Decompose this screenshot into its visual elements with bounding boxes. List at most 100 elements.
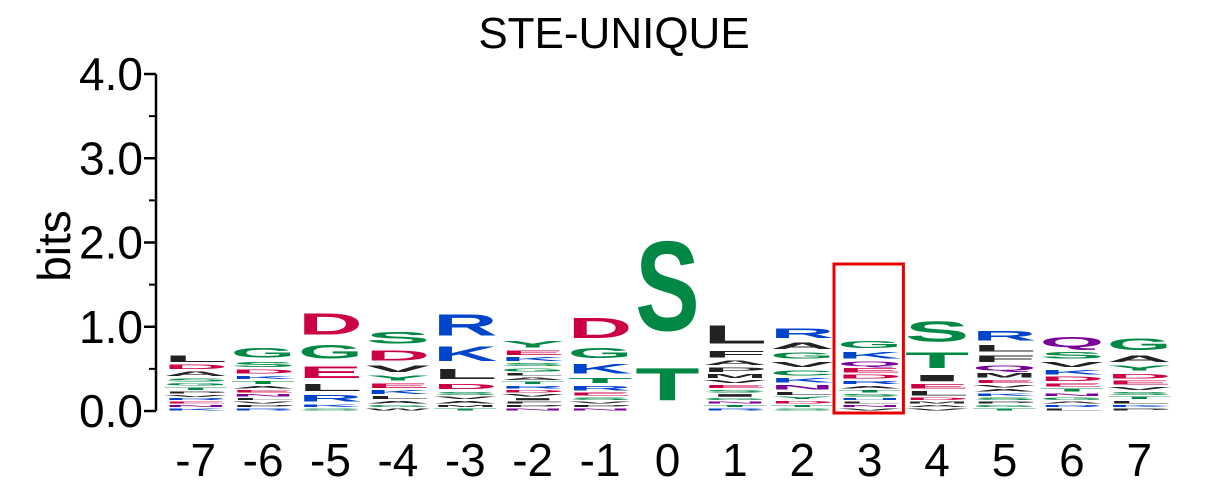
logo-letter-E: E [905,383,969,390]
logo-letter-K: K [770,377,835,384]
logo-letter-G: G [568,344,632,361]
logo-letter-D: D [1107,372,1171,379]
logo-letter-P: P [231,404,295,407]
logo-letter-V: V [433,396,497,400]
logo-letter-A: A [433,400,497,404]
logo-letter-D: D [433,382,497,390]
y-tick-label: 4.0 [79,48,143,100]
logo-letter-A: A [770,341,834,351]
logo-letter-K: K [231,375,295,380]
logo-letter-G: G [703,398,767,401]
logo-letter-Y: Y [501,339,565,349]
x-tick-label: 1 [722,434,748,486]
logo-letter-K: K [433,342,498,366]
logo-letter-L: L [231,398,295,401]
logo-letter-N: N [1040,393,1104,397]
logo-letter-V: V [905,408,969,411]
logo-letter-L: L [905,390,969,397]
logo-letter-Q: Q [1040,333,1104,350]
logo-letter-G: G [501,367,565,372]
logo-letter-G: G [298,341,362,363]
logo-letter-A: A [838,385,902,389]
logo-letter-L: L [972,344,1036,354]
logo-letter-T: T [501,381,565,385]
logo-letter-P: P [501,404,565,407]
logo-letter-A: A [972,388,1036,392]
logo-letter-D: D [1040,376,1104,383]
logo-letter-Y: Y [366,374,430,382]
x-tick-label: 5 [992,434,1018,486]
x-tick-label: -2 [512,434,553,486]
logo-letter-D: D [164,364,228,371]
logo-letter-T: T [231,380,295,385]
logo-letter-G: G [1107,335,1171,354]
y-tick-label: 2.0 [79,217,143,269]
logo-letter-T: T [433,408,497,411]
logo-letter-N: N [231,393,295,397]
logo-letter-L: L [703,320,767,349]
logo-letter-A: A [231,385,295,389]
logo-letter-L: L [501,372,565,376]
logo-letter-T: T [770,404,834,407]
logo-letter-T: T [703,404,767,407]
logo-letter-L: L [433,365,497,382]
logo-letter-V: V [231,401,295,404]
logo-letter-L: L [298,381,362,393]
logo-letter-K: K [501,356,566,362]
x-tick-label: 4 [924,434,950,486]
logo-letter-Q: Q [838,361,902,368]
logo-letter-M: M [703,373,767,379]
y-axis-label: bits [28,210,80,282]
logo-letter-S: S [905,316,969,348]
logo-letter-N: N [838,404,902,407]
logo-letter-G: G [1040,397,1104,401]
logo-letter-R: R [231,408,295,411]
logo-letter-R: R [501,385,565,389]
logo-letter-T: T [972,408,1036,411]
logo-letter-D: D [568,313,632,345]
logo-letter-R: R [703,408,767,411]
logo-letter-R: R [1040,404,1104,407]
x-tick-label: -4 [377,434,418,486]
logo-letter-L: L [1107,400,1171,404]
y-tick-label: 3.0 [79,132,143,184]
logo-letter-G: G [366,404,430,407]
logo-letter-V: V [838,408,902,411]
logo-letter-K: K [972,393,1036,397]
letter-stacks: KNERVPTGSADLRPVLNEATKDSGSKRLEGDWGALKEYVD… [164,216,1172,412]
logo-letter-N: N [770,384,834,391]
x-tick-label: -1 [580,434,621,486]
logo-letter-S: S [298,408,362,411]
logo-letter-S: S [501,362,565,367]
logo-letter-E: E [703,384,767,389]
logo-letter-V: V [501,393,565,397]
logo-letter-N: N [568,408,632,411]
logo-letter-T: T [1107,396,1171,400]
logo-letter-A: A [366,400,430,404]
x-tick-label: 2 [790,434,816,486]
logo-letter-P: P [568,404,632,407]
logo-letter-G: G [231,345,295,360]
logo-letter-Y: Y [1107,364,1171,372]
logo-letter-V: V [1107,386,1171,391]
logo-letter-T: T [164,387,228,391]
logo-letter-E: E [501,350,565,357]
logo-letter-S: S [770,408,834,411]
logo-letter-K: K [1107,404,1171,407]
logo-letter-S: S [972,397,1036,401]
logo-letter-R: R [568,385,632,392]
logo-letter-D: D [501,389,565,393]
logo-letter-M: M [972,372,1036,379]
logo-letter-E: E [972,379,1036,384]
logo-letter-E: E [366,382,430,389]
y-tick-label: 0.0 [79,385,143,437]
logo-letter-S: S [1107,391,1171,396]
logo-letter-V: V [770,360,834,368]
logo-letter-E: E [231,389,295,393]
logo-letter-E: E [298,363,362,382]
logo-letter-K: K [838,350,903,360]
logo-letter-L: L [366,395,430,400]
logo-letter-A: A [1107,354,1171,364]
logo-letter-S: S [433,391,497,396]
